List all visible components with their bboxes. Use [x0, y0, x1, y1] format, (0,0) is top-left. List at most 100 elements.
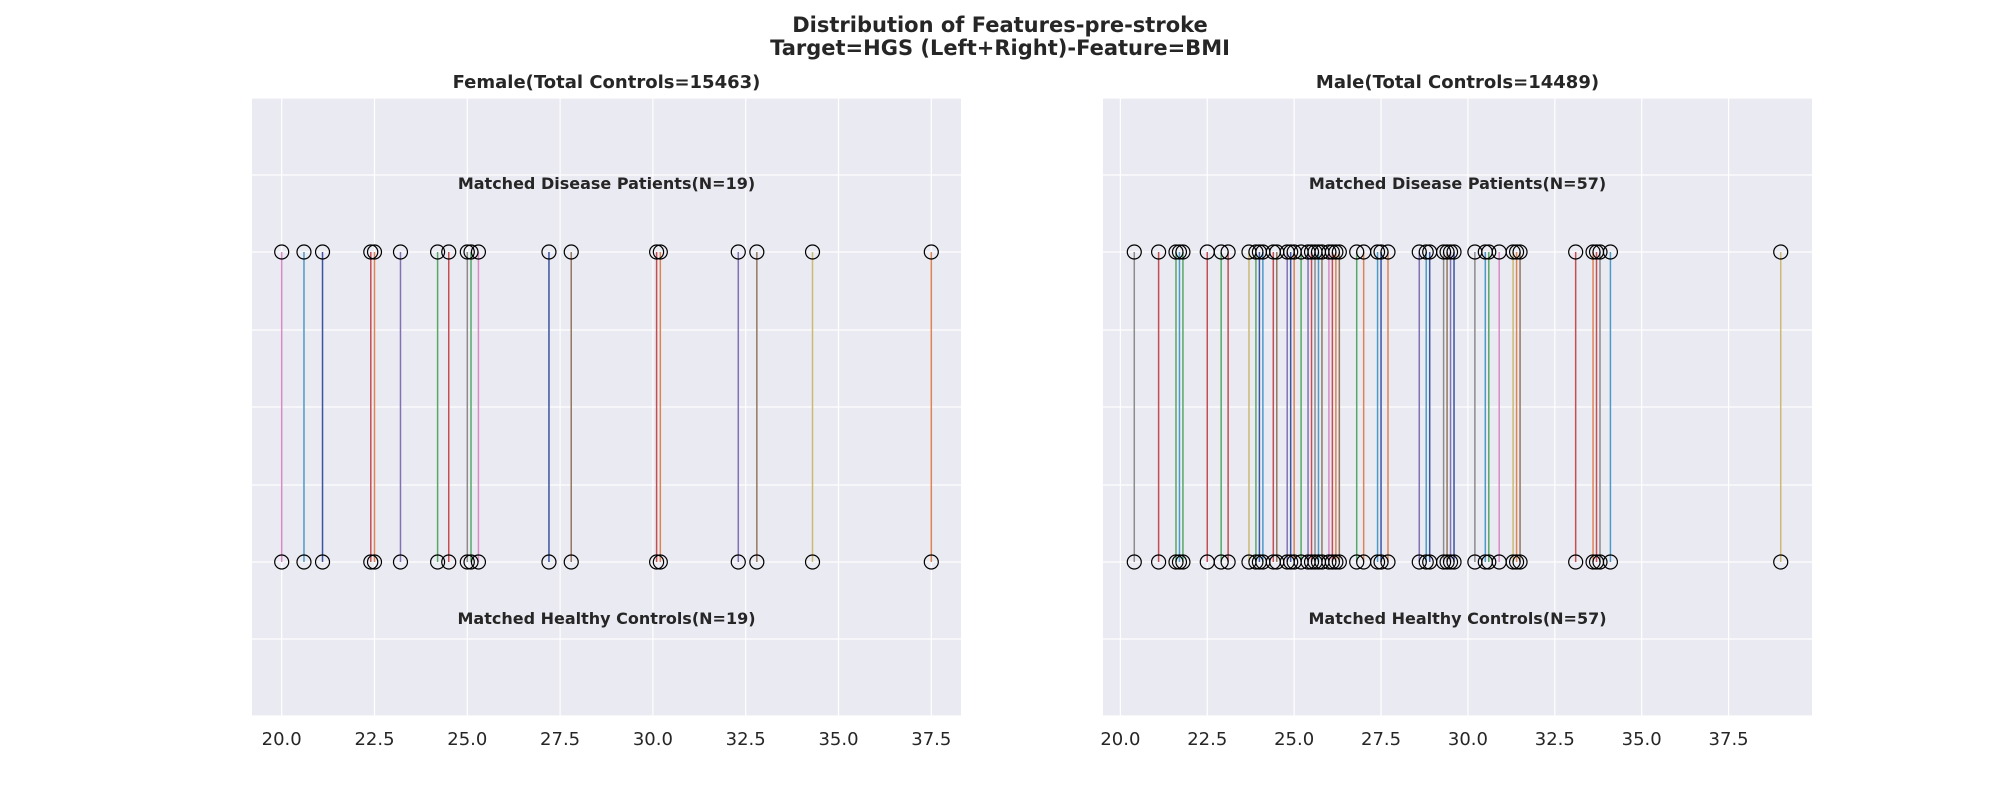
patient-point — [1505, 244, 1521, 260]
x-tick-label: 32.5 — [1535, 729, 1575, 750]
patient-point — [1773, 244, 1789, 260]
patients-label: Matched Disease Patients(N=57) — [1309, 174, 1606, 193]
patient-point — [541, 244, 557, 260]
control-point — [749, 554, 765, 570]
control-point — [1349, 554, 1365, 570]
control-point — [1151, 554, 1167, 570]
patient-point — [459, 244, 475, 260]
patient-point — [1303, 244, 1320, 260]
patient-point — [430, 244, 446, 260]
patient-point — [804, 244, 821, 260]
patient-point — [1324, 244, 1340, 260]
controls-label: Matched Healthy Controls(N=19) — [457, 609, 755, 628]
patient-point — [296, 244, 312, 260]
control-point — [804, 554, 821, 570]
control-point — [1328, 554, 1344, 570]
x-tick-label: 35.0 — [818, 729, 858, 750]
control-point — [1331, 554, 1347, 570]
control-point — [1220, 554, 1236, 570]
x-tick-label: 30.0 — [1448, 729, 1488, 750]
control-point — [1568, 554, 1584, 570]
control-point — [392, 554, 409, 570]
control-point — [1439, 554, 1455, 570]
control-point — [1321, 554, 1337, 570]
patient-point — [1321, 244, 1337, 260]
patient-point — [1411, 244, 1427, 260]
figure-title-line2: Target=HGS (Left+Right)-Feature=BMI — [770, 36, 1230, 60]
control-point — [652, 554, 668, 570]
patient-point — [1373, 244, 1389, 260]
patient-point — [1508, 244, 1525, 260]
female-panel: 20.0 22.5 25.0 27.5 30.0 32.5 35.0 37.5 Female(T… — [252, 72, 961, 750]
control-point — [1248, 554, 1264, 570]
patient-point — [314, 244, 331, 260]
patient-point — [1481, 244, 1497, 260]
patient-point — [1175, 244, 1191, 260]
control-point — [1508, 554, 1525, 570]
patient-point — [1602, 244, 1619, 260]
patient-point — [366, 244, 383, 260]
patient-point — [1418, 244, 1434, 260]
control-point — [1324, 554, 1340, 570]
control-point — [463, 554, 479, 570]
patient-point — [1446, 244, 1462, 260]
control-point — [649, 554, 665, 570]
control-point — [1481, 554, 1497, 570]
patient-point — [1442, 244, 1459, 260]
control-point — [1175, 554, 1191, 570]
control-point — [1168, 554, 1184, 570]
x-tick-label: 20.0 — [1100, 729, 1140, 750]
male-panel: 20.0 22.5 25.0 27.5 30.0 32.5 35.0 37.5 Male(Tot… — [1100, 72, 1812, 750]
patient-point — [1435, 244, 1452, 260]
control-point — [1435, 554, 1452, 570]
patient-point — [363, 244, 379, 260]
patient-point — [649, 244, 665, 260]
control-point — [363, 554, 379, 570]
patient-point — [1220, 244, 1236, 260]
panel-title: Female(Total Controls=15463) — [453, 72, 761, 93]
patient-point — [274, 244, 290, 260]
patient-point — [1283, 244, 1299, 260]
control-point — [314, 554, 331, 570]
patient-point — [441, 244, 457, 260]
patient-point — [1151, 244, 1167, 260]
x-tick-label: 32.5 — [726, 729, 766, 750]
patient-point — [749, 244, 765, 260]
control-point — [459, 554, 475, 570]
controls-label: Matched Healthy Controls(N=57) — [1308, 609, 1606, 628]
patient-point — [563, 244, 579, 260]
x-tick-label: 30.0 — [633, 729, 673, 750]
control-point — [470, 554, 487, 570]
x-tick-label: 22.5 — [1187, 729, 1227, 750]
control-point — [1283, 554, 1299, 570]
x-tick-label: 25.0 — [1274, 729, 1314, 750]
control-point — [1773, 554, 1789, 570]
patient-point — [1248, 244, 1264, 260]
control-point — [1213, 554, 1229, 570]
patient-point — [1213, 244, 1229, 260]
control-point — [1411, 554, 1427, 570]
control-point — [1446, 554, 1462, 570]
patient-point — [1585, 244, 1601, 260]
control-point — [923, 554, 939, 570]
control-point — [1303, 554, 1320, 570]
patient-point — [923, 244, 939, 260]
x-tick-label: 25.0 — [447, 729, 487, 750]
x-tick-label: 35.0 — [1622, 729, 1662, 750]
patient-point — [1568, 244, 1584, 260]
patient-point — [1328, 244, 1344, 260]
patient-point — [463, 244, 479, 260]
control-point — [441, 554, 457, 570]
control-point — [1442, 554, 1459, 570]
control-point — [730, 554, 746, 570]
control-point — [1126, 554, 1142, 570]
patient-point — [1171, 244, 1188, 260]
patient-point — [1331, 244, 1347, 260]
control-point — [541, 554, 557, 570]
patient-point — [730, 244, 746, 260]
patient-point — [1349, 244, 1365, 260]
panel-title: Male(Total Controls=14489) — [1316, 72, 1599, 93]
control-point — [1592, 554, 1608, 570]
control-point — [1369, 554, 1386, 570]
